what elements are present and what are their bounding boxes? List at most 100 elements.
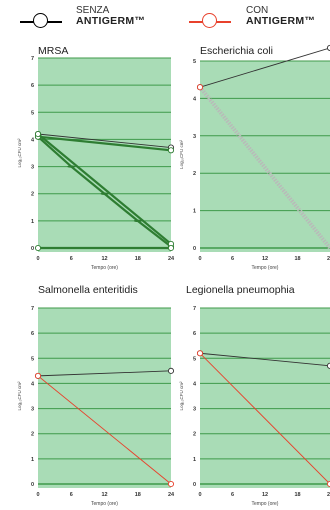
x-axis-label: Tempo (ore) — [91, 265, 118, 271]
data-point — [167, 367, 175, 374]
x-tick-label: 12 — [262, 256, 268, 262]
y-tick-label: 4 — [31, 381, 35, 387]
x-tick-label: 0 — [198, 492, 201, 498]
chart-title: Legionella pneumophia — [186, 284, 295, 296]
series-line — [37, 370, 172, 377]
y-tick-label: 5 — [31, 356, 34, 362]
plot-area — [38, 308, 171, 488]
data-point — [34, 244, 42, 252]
y-tick-label: 7 — [31, 56, 34, 62]
data-point — [167, 244, 175, 252]
x-tick-label: 18 — [135, 492, 141, 498]
y-tick-label: 6 — [31, 83, 34, 89]
y-tick-label: 7 — [193, 306, 196, 312]
chart-title: Escherichia coli — [200, 45, 273, 57]
data-point — [67, 165, 76, 168]
y-axis-label: Log₁₀CFU cm² — [17, 381, 22, 410]
y-tick-label: 1 — [193, 209, 196, 215]
series-line — [37, 375, 172, 485]
y-tick-label: 3 — [31, 407, 34, 413]
y-tick-label: 4 — [31, 137, 35, 143]
legend-with-label: CON ANTIGERM™ — [246, 5, 315, 27]
x-axis-label: Tempo (ore) — [91, 501, 118, 507]
chart-title: MRSA — [38, 45, 68, 57]
y-tick-label: 1 — [31, 457, 34, 463]
x-tick-label: 12 — [262, 492, 268, 498]
y-tick-label: 2 — [31, 192, 34, 198]
x-tick-label: 0 — [36, 492, 39, 498]
y-tick-label: 2 — [31, 432, 34, 438]
x-tick-label: 18 — [294, 256, 300, 262]
x-tick-label: 24 — [327, 256, 330, 262]
charts-grid: 0 1 2 3 4 5 6 7 0 6 12 18 24 Tempo (ore) Log₁₀CFU cm² M… — [0, 42, 330, 510]
y-axis-label: Log₁₀CFU cm² — [179, 140, 184, 169]
y-tick-label: 3 — [31, 165, 34, 171]
x-tick-label: 6 — [70, 492, 73, 498]
series-line — [198, 85, 330, 250]
x-tick-label: 0 — [198, 256, 201, 262]
y-tick-label: 0 — [193, 246, 196, 252]
y-tick-label: 7 — [31, 306, 34, 312]
y-tick-label: 1 — [31, 219, 34, 225]
data-point — [196, 350, 204, 357]
y-tick-label: 0 — [31, 246, 34, 252]
data-point — [34, 130, 42, 138]
plot-area — [200, 61, 330, 252]
y-tick-label: 3 — [193, 134, 196, 140]
x-axis-label: Tempo (ore) — [252, 501, 279, 507]
data-point — [167, 147, 175, 154]
legend-with-line2: ANTIGERM™ — [246, 15, 316, 27]
y-tick-label: 5 — [31, 110, 34, 116]
series-line — [37, 133, 172, 245]
series-line — [37, 133, 172, 149]
y-axis-label: Log₁₀CFU cm² — [179, 381, 184, 410]
y-tick-label: 5 — [193, 356, 196, 362]
series-line — [199, 47, 330, 88]
legend-without-marker-icon — [33, 13, 48, 28]
y-tick-label: 4 — [193, 381, 197, 387]
y-tick-label: 5 — [193, 59, 196, 65]
plot-area — [38, 58, 171, 252]
x-tick-label: 18 — [294, 492, 300, 498]
data-point — [100, 192, 109, 195]
y-axis-label: Log₁₀CFU cm² — [17, 138, 22, 167]
legend-with-line1: CON — [246, 5, 269, 16]
data-point — [133, 219, 142, 223]
data-point — [34, 372, 42, 379]
y-tick-label: 2 — [193, 171, 196, 177]
y-tick-label: 0 — [31, 482, 34, 488]
y-tick-label: 6 — [31, 331, 34, 337]
x-tick-label: 18 — [135, 256, 141, 262]
legend-without-label: SENZA ANTIGERM™ — [76, 5, 145, 27]
chart-title: Salmonella enteritidis — [38, 284, 138, 296]
x-tick-label: 0 — [36, 256, 39, 262]
x-tick-label: 12 — [101, 256, 107, 262]
y-tick-label: 3 — [193, 407, 196, 413]
x-tick-label: 24 — [168, 256, 175, 262]
legend-without-line1: SENZA — [76, 5, 110, 16]
data-point — [167, 480, 175, 488]
x-tick-label: 6 — [70, 256, 73, 262]
x-tick-label: 24 — [327, 492, 330, 498]
x-axis-label: Tempo (ore) — [252, 265, 279, 271]
legend-without-line2: ANTIGERM™ — [76, 15, 146, 27]
series-line — [199, 352, 330, 367]
series-line — [37, 135, 172, 152]
y-tick-label: 6 — [193, 331, 196, 337]
legend-with-marker-icon — [202, 13, 217, 28]
x-tick-label: 6 — [231, 256, 234, 262]
plot-area — [200, 308, 330, 488]
data-point — [196, 84, 204, 91]
y-tick-label: 0 — [193, 482, 196, 488]
x-tick-label: 12 — [101, 492, 107, 498]
chart-escherichia-coli: 01234506121824Tempo (ore)Log₁₀CFU cm²Esc… — [179, 44, 330, 271]
y-tick-label: 4 — [193, 96, 197, 102]
x-tick-label: 24 — [168, 492, 175, 498]
y-tick-label: 1 — [193, 457, 196, 463]
legend: SENZA ANTIGERM™ CON ANTIGERM™ — [0, 0, 330, 42]
series-line — [199, 352, 330, 485]
y-tick-label: 2 — [193, 432, 196, 438]
